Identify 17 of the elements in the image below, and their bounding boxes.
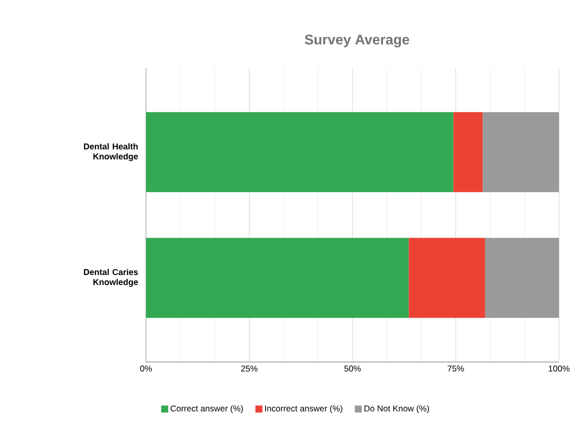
x-tick-label: 100% bbox=[548, 366, 570, 372]
x-tick-label: 50% bbox=[344, 366, 361, 372]
y-tick-label: Dental Caries Knowledge bbox=[84, 268, 138, 287]
legend-label: Do Not Know (%) bbox=[364, 405, 429, 414]
bar bbox=[146, 238, 409, 318]
y-tick-label: Dental Health Knowledge bbox=[84, 143, 138, 162]
x-tick-label: 0% bbox=[140, 366, 152, 372]
chart-title: Survey Average bbox=[304, 34, 410, 48]
x-tick-label: 25% bbox=[241, 366, 258, 372]
legend-label: Correct answer (%) bbox=[170, 405, 243, 414]
x-tick-label: 75% bbox=[448, 366, 464, 372]
legend-label: Incorrect answer (%) bbox=[265, 405, 342, 414]
bar bbox=[453, 112, 483, 192]
bar bbox=[146, 112, 454, 192]
bar bbox=[482, 112, 560, 192]
bar bbox=[408, 238, 486, 318]
bar bbox=[485, 238, 560, 318]
